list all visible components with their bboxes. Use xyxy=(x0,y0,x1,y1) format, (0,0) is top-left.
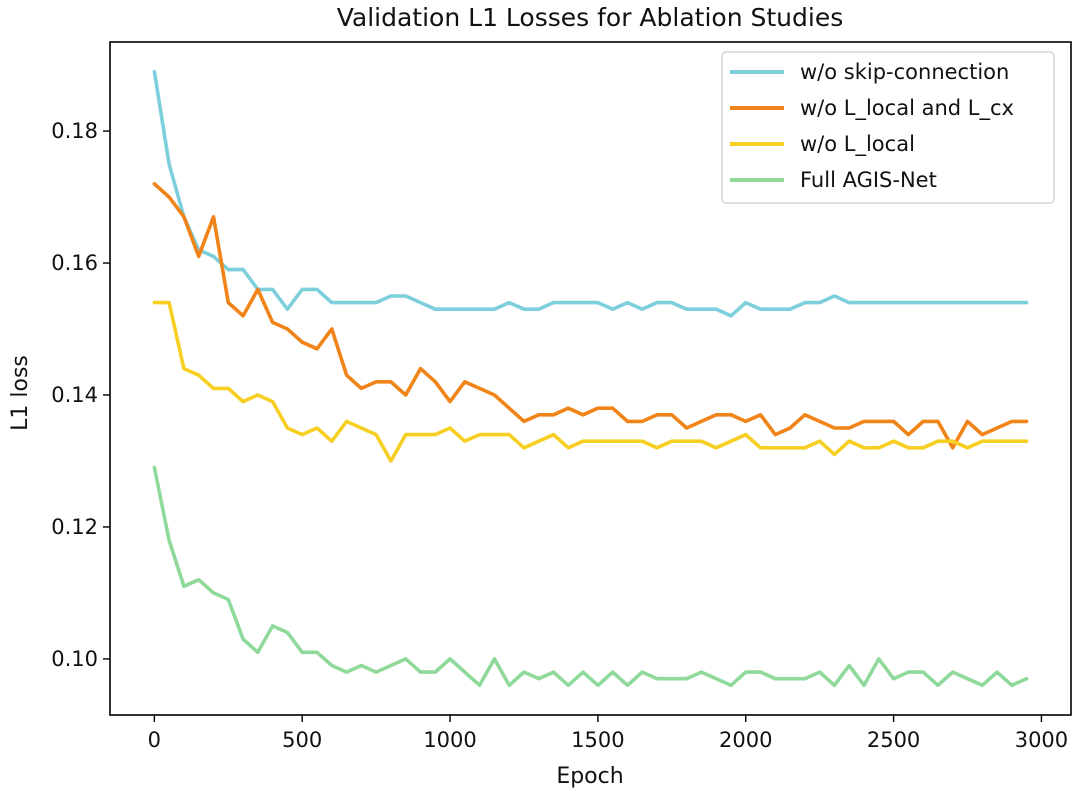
chart-title: Validation L1 Losses for Ablation Studie… xyxy=(337,3,844,32)
y-axis-label: L1 loss xyxy=(8,355,33,431)
y-tick-label: 0.18 xyxy=(51,119,98,143)
y-tick-label: 0.14 xyxy=(51,383,98,407)
x-tick-label: 2000 xyxy=(719,728,772,752)
x-tick-label: 500 xyxy=(282,728,322,752)
legend-label-no-local: w/o L_local xyxy=(800,132,915,157)
series-line-2 xyxy=(152,300,1029,463)
legend-label-skip-connection: w/o skip-connection xyxy=(800,60,1009,84)
plot-area xyxy=(152,69,1029,688)
series-line-3 xyxy=(152,465,1029,688)
plot-frame xyxy=(109,41,1072,716)
legend-label-full-agis-net: Full AGIS-Net xyxy=(800,168,937,192)
axis-ticks: 0 500 1000 1500 2000 2500 3000 0.10 0.12 0.14 0.16… xyxy=(51,119,1068,752)
y-tick-label: 0.10 xyxy=(51,647,98,671)
x-axis-label: Epoch xyxy=(556,764,623,789)
x-tick-label: 1000 xyxy=(423,728,476,752)
y-tick-label: 0.16 xyxy=(51,251,98,275)
legend-box xyxy=(721,51,1055,204)
x-tick-label: 0 xyxy=(148,728,161,752)
legend-label-no-local-no-cx: w/o L_local and L_cx xyxy=(800,96,1014,121)
legend: w/o skip-connection w/o L_local and L_cx… xyxy=(721,51,1055,204)
series-line-1 xyxy=(152,182,1029,450)
y-tick-label: 0.12 xyxy=(51,515,98,539)
series-line-0 xyxy=(152,69,1029,318)
x-tick-label: 2500 xyxy=(867,728,920,752)
x-tick-label: 1500 xyxy=(571,728,624,752)
x-tick-label: 3000 xyxy=(1015,728,1068,752)
